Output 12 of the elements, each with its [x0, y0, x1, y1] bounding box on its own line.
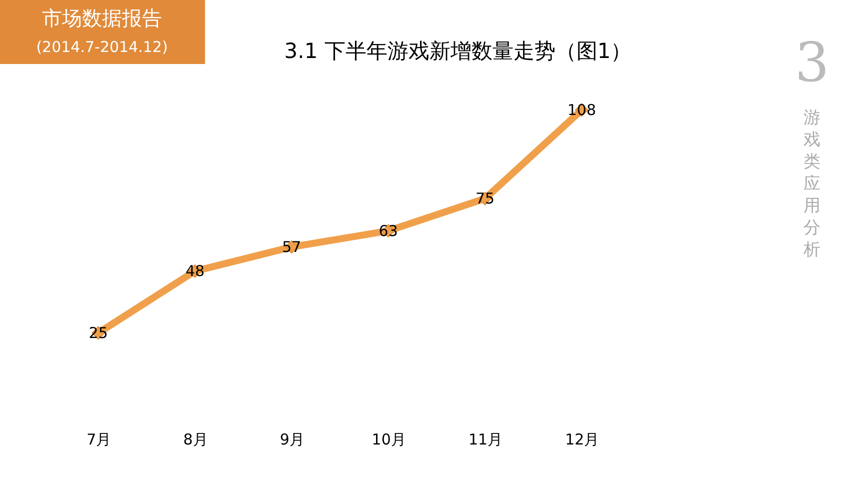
- x-tick-label: 9月: [280, 430, 304, 448]
- data-label: 57: [282, 238, 302, 256]
- text: 游戏类应用分析: [802, 108, 820, 260]
- x-tick-label: 8月: [183, 430, 208, 448]
- chart-title: 3.1 下半年游戏新增数量走势（图1）: [284, 39, 632, 63]
- x-tick-label: 12月: [565, 430, 600, 448]
- x-tick-label: 10月: [372, 430, 406, 448]
- text: 3: [794, 31, 830, 94]
- x-tick-label: 11月: [468, 430, 503, 448]
- x-tick-label: 7月: [86, 430, 112, 448]
- chart-subtitle: (2014.7-2014.12): [36, 38, 168, 56]
- text: 市场数据报告: [42, 6, 162, 30]
